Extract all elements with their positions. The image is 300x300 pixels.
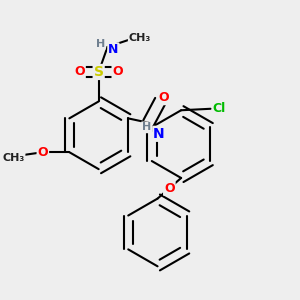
Text: O: O	[74, 65, 85, 79]
Text: Cl: Cl	[213, 102, 226, 115]
Text: O: O	[38, 146, 48, 159]
Text: N: N	[108, 44, 118, 56]
Text: CH₃: CH₃	[2, 152, 25, 163]
Text: H: H	[142, 122, 151, 132]
Text: N: N	[153, 127, 165, 141]
Text: CH₃: CH₃	[129, 33, 151, 43]
Text: O: O	[164, 182, 175, 195]
Text: O: O	[158, 91, 169, 104]
Text: S: S	[94, 65, 104, 79]
Text: H: H	[95, 39, 105, 49]
Text: O: O	[112, 65, 123, 79]
